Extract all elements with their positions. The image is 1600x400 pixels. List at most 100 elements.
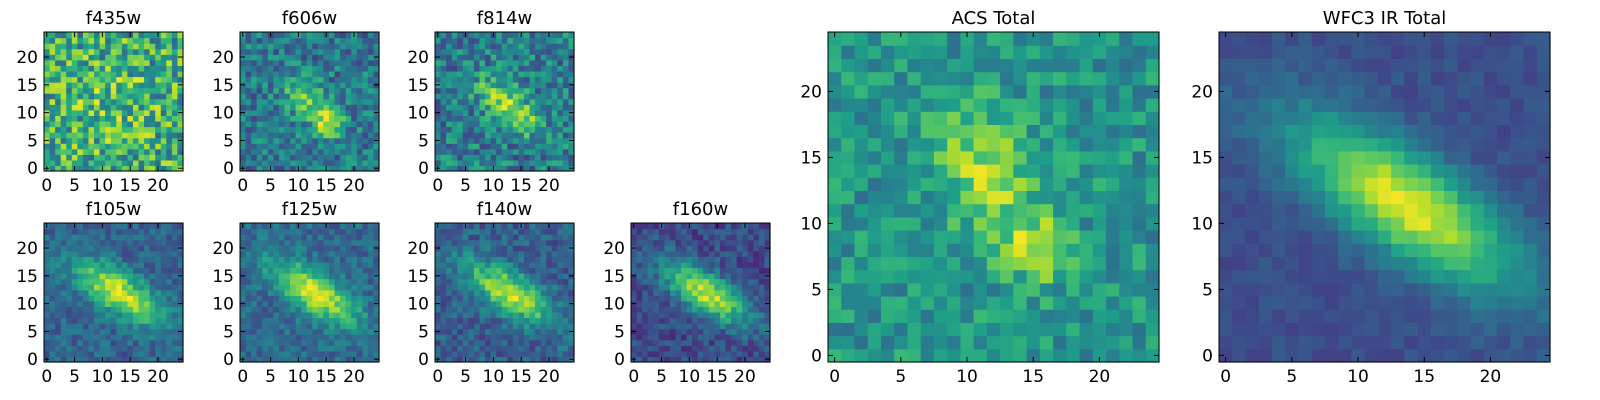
f160w-pixel bbox=[653, 228, 660, 235]
f814w-ytick-label: 0 bbox=[418, 159, 429, 179]
acs-total-pixel bbox=[1013, 190, 1028, 205]
f606w-pixel bbox=[267, 87, 274, 94]
f606w-pixel bbox=[273, 137, 280, 144]
f435w-pixel bbox=[55, 65, 62, 72]
f814w-pixel bbox=[446, 87, 453, 94]
f140w-pixel bbox=[496, 317, 503, 324]
f435w-pixel bbox=[55, 59, 62, 66]
f125w-pixel bbox=[284, 228, 291, 235]
f606w-pixel bbox=[340, 54, 347, 61]
f435w-pixel bbox=[138, 159, 145, 167]
f160w-pixel bbox=[703, 345, 710, 352]
f606w-pixel bbox=[317, 65, 324, 72]
f814w-pixel bbox=[468, 104, 475, 111]
f140w-pixel bbox=[529, 289, 536, 296]
f140w-pixel bbox=[468, 245, 475, 252]
f140w-pixel bbox=[568, 234, 575, 241]
f160w-pixel bbox=[708, 289, 715, 296]
f606w-pixel bbox=[295, 120, 302, 128]
f125w-pixel bbox=[317, 289, 324, 296]
f125w-pixel bbox=[328, 295, 336, 302]
f606w-pixel bbox=[301, 65, 308, 72]
f606w-pixel bbox=[351, 132, 358, 139]
f105w-pixel bbox=[171, 250, 179, 257]
f606w-pixel bbox=[367, 87, 375, 94]
f140w-pixel bbox=[540, 267, 547, 274]
f814w-pixel bbox=[551, 93, 558, 100]
f435w-pixel bbox=[116, 132, 123, 139]
f435w-pixel bbox=[171, 159, 179, 167]
f606w-pixel bbox=[301, 32, 308, 39]
f125w-pixel bbox=[306, 256, 313, 263]
f125w-pixel bbox=[367, 239, 375, 246]
f140w-pixel bbox=[551, 278, 558, 285]
f125w-pixel bbox=[290, 334, 297, 341]
f140w-pixel bbox=[523, 328, 531, 335]
f140w-pixel bbox=[562, 317, 570, 324]
f606w-pixel bbox=[251, 87, 258, 94]
f125w-pixel bbox=[245, 356, 252, 363]
acs-total-pixel bbox=[880, 282, 895, 297]
f435w-pixel bbox=[160, 93, 167, 100]
f606w-pixel bbox=[295, 109, 302, 116]
f814w-pixel bbox=[457, 76, 464, 83]
f606w-pixel bbox=[245, 104, 252, 111]
f105w-pixel bbox=[144, 350, 151, 358]
f105w-pixel bbox=[94, 350, 101, 358]
f814w-pixel bbox=[435, 65, 442, 72]
f105w-pixel bbox=[110, 267, 117, 274]
f140w-pixel bbox=[557, 228, 564, 235]
f105w-pixel bbox=[116, 356, 123, 363]
f435w-pixel bbox=[171, 65, 179, 72]
f606w-pixel bbox=[301, 59, 308, 66]
f125w-pixel bbox=[278, 317, 286, 324]
f606w-pixel bbox=[262, 109, 269, 116]
f814w-pixel bbox=[490, 115, 497, 122]
acs-total-pixel bbox=[1013, 243, 1028, 257]
f606w-pixel bbox=[251, 37, 258, 44]
acs-total-pixel bbox=[947, 335, 961, 350]
f105w-pixel bbox=[144, 289, 151, 296]
f814w-pixel bbox=[562, 159, 570, 167]
f105w-pixel bbox=[144, 317, 151, 324]
f814w-pixel bbox=[512, 37, 519, 44]
f160w-ytick-label: 20 bbox=[603, 239, 625, 259]
f140w-pixel bbox=[562, 228, 570, 235]
f125w-pixel bbox=[284, 295, 291, 302]
f125w-pixel bbox=[340, 311, 347, 319]
f606w-pixel bbox=[262, 115, 269, 122]
f125w-pixel bbox=[345, 345, 352, 352]
f160w-ytick-label: 5 bbox=[614, 322, 625, 342]
f140w-pixel bbox=[446, 328, 453, 335]
f435w-pixel bbox=[44, 48, 51, 55]
f160w-pixel bbox=[664, 311, 671, 319]
f435w-pixel bbox=[171, 143, 179, 150]
f435w-pixel bbox=[55, 104, 62, 111]
f105w-pixel bbox=[116, 289, 123, 296]
f140w-pixel bbox=[546, 250, 553, 257]
f160w-pixel bbox=[747, 256, 754, 263]
f105w-pixel bbox=[94, 267, 101, 274]
f125w-pixel bbox=[262, 300, 269, 307]
f105w-pixel bbox=[166, 328, 173, 335]
f160w-pixel bbox=[725, 284, 732, 291]
f125w-pixel bbox=[373, 311, 380, 319]
f105w-pixel bbox=[171, 239, 179, 246]
f435w-pixel bbox=[144, 115, 151, 122]
f160w-pixel bbox=[703, 334, 710, 341]
f125w-pixel bbox=[290, 284, 297, 291]
f814w-pixel bbox=[523, 48, 531, 55]
f125w-pixel bbox=[284, 323, 291, 330]
f606w-pixel bbox=[262, 82, 269, 89]
f160w-pixel bbox=[681, 267, 688, 274]
f125w-pixel bbox=[317, 278, 324, 285]
acs-total-pixel bbox=[933, 150, 948, 165]
f125w-pixel bbox=[284, 245, 291, 252]
f435w-pixel bbox=[94, 137, 101, 144]
f814w-pixel bbox=[462, 109, 469, 116]
f105w-pixel bbox=[77, 328, 84, 335]
f125w-pixel bbox=[323, 328, 330, 335]
f125w-pixel bbox=[295, 339, 302, 346]
f140w-pixel bbox=[557, 234, 564, 241]
f435w-pixel bbox=[55, 76, 62, 83]
